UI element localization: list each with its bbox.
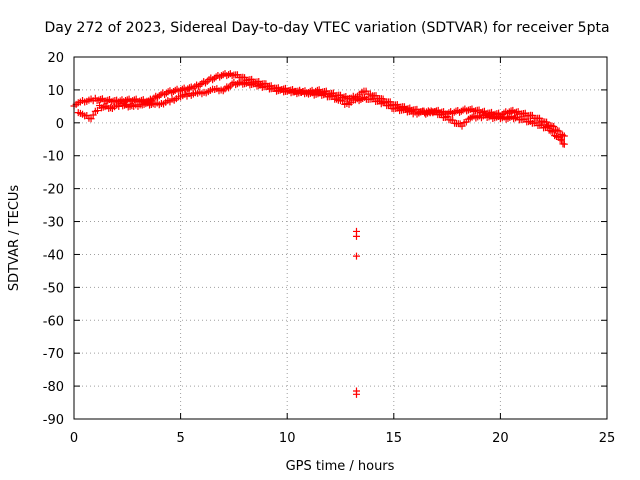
x-tick-label: 15 — [386, 431, 403, 446]
y-tick-label: -80 — [43, 380, 64, 395]
data-point — [558, 136, 566, 144]
data-point — [556, 135, 564, 143]
data-series — [352, 227, 360, 398]
data-point — [201, 79, 209, 87]
y-tick-label: -10 — [43, 150, 64, 165]
data-points — [70, 70, 568, 398]
data-point — [87, 115, 95, 123]
x-tick-label: 25 — [599, 431, 616, 446]
x-axis: 0 5 10 15 20 25 — [70, 57, 615, 446]
data-point — [352, 390, 360, 398]
data-point — [549, 128, 557, 136]
y-tick-label: -60 — [43, 314, 64, 329]
data-point — [107, 104, 115, 112]
data-point — [235, 79, 243, 87]
data-point — [555, 127, 563, 135]
data-point — [543, 123, 551, 131]
plot-frame — [73, 56, 608, 420]
x-tick-label: 10 — [279, 431, 296, 446]
x-axis-label: GPS time / hours — [286, 459, 395, 474]
data-point — [352, 252, 360, 260]
data-point — [93, 107, 101, 115]
grid-lines — [74, 57, 607, 419]
y-tick-label: 10 — [47, 84, 64, 99]
data-point — [101, 103, 109, 111]
data-point — [89, 111, 97, 119]
chart-title: Day 272 of 2023, Sidereal Day-to-day VTE… — [44, 20, 609, 36]
data-point — [352, 232, 360, 240]
y-tick-label: -50 — [43, 281, 64, 296]
y-tick-label: 20 — [47, 51, 64, 66]
x-tick-label: 5 — [176, 431, 184, 446]
y-tick-label: -70 — [43, 347, 64, 362]
data-point — [95, 96, 103, 104]
data-point — [97, 95, 105, 103]
y-tick-label: -40 — [43, 248, 64, 263]
data-point — [104, 96, 112, 104]
y-tick-label: 0 — [56, 117, 64, 132]
data-point — [458, 122, 466, 130]
y-tick-label: -20 — [43, 183, 64, 198]
y-axis-label: SDTVAR / TECUs — [7, 185, 22, 292]
y-axis: 20 10 0 -10 -20 -30 -40 -50 -60 -70 -80 -90 — [43, 51, 607, 428]
y-tick-label: -90 — [43, 413, 64, 428]
x-tick-label: 0 — [70, 431, 78, 446]
data-point — [99, 103, 107, 111]
data-point — [560, 140, 568, 148]
data-point — [550, 123, 558, 131]
data-point — [109, 97, 117, 105]
x-tick-label: 20 — [492, 431, 509, 446]
data-series — [74, 78, 568, 148]
data-point — [560, 132, 568, 140]
y-tick-label: -30 — [43, 216, 64, 231]
